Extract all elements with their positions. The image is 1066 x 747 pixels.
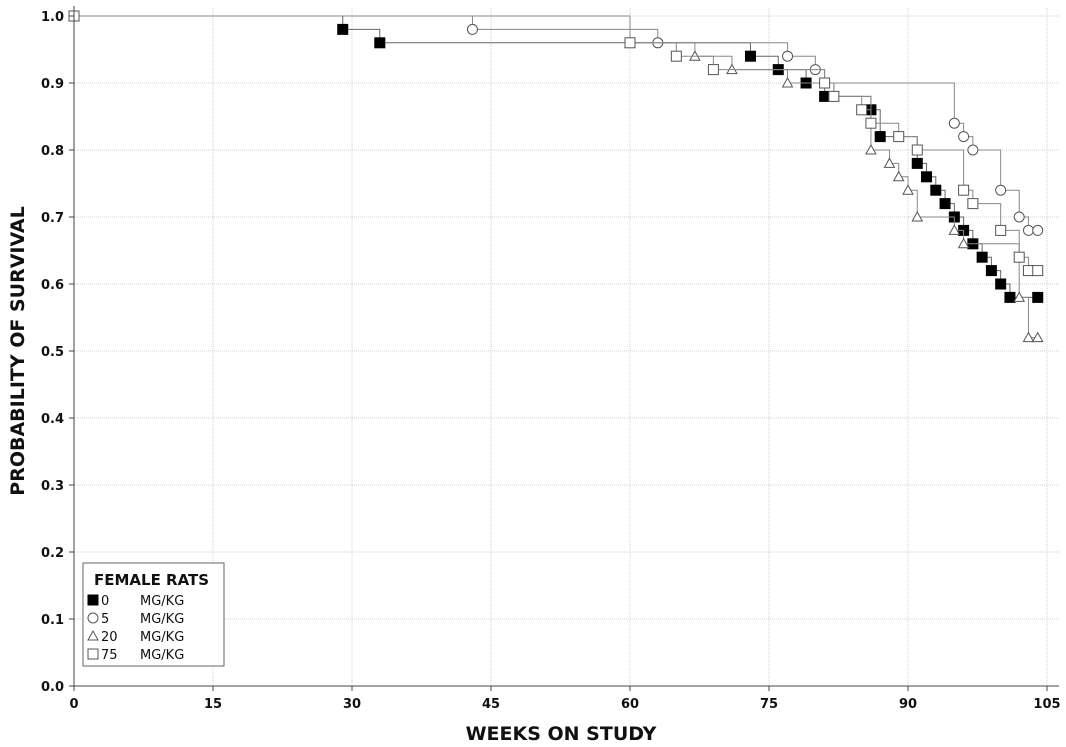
legend: FEMALE RATS 0 MG/KG 5 MG/KG 20 MG/KG 75 MG/KG	[82, 562, 225, 667]
data-point	[976, 251, 988, 263]
data-point	[707, 64, 719, 76]
data-point	[819, 77, 831, 89]
y-tick-label: 0.1	[41, 613, 64, 628]
x-tick-label: 30	[343, 697, 361, 712]
data-point	[995, 278, 1007, 290]
series-layer	[68, 9, 1044, 343]
legend-box	[82, 562, 225, 667]
x-tick-label: 0	[69, 697, 78, 712]
data-point	[985, 265, 997, 277]
series-filled-square	[68, 10, 1044, 303]
y-tick-label: 0.8	[41, 144, 64, 159]
data-point	[893, 131, 905, 143]
data-point	[883, 157, 896, 168]
data-point	[958, 131, 970, 143]
data-point	[819, 90, 831, 102]
legend-unit: MG/KG	[140, 612, 184, 627]
data-point	[939, 198, 951, 210]
data-point	[337, 23, 349, 35]
data-point	[624, 37, 636, 49]
legend-dose: 20	[101, 630, 118, 645]
data-point	[958, 184, 970, 196]
y-tick-label: 0.9	[41, 77, 64, 92]
legend-dose: 75	[101, 648, 118, 663]
x-tick-label: 90	[899, 697, 917, 712]
data-point	[782, 50, 794, 62]
series-open-square	[68, 10, 1044, 277]
data-point	[911, 210, 924, 222]
data-point	[865, 117, 877, 129]
data-point	[892, 170, 905, 182]
data-point	[1013, 291, 1026, 302]
legend-marker	[87, 648, 99, 660]
data-point	[466, 23, 478, 35]
series-line	[74, 15, 1038, 272]
y-tick-label: 0.0	[41, 680, 64, 695]
series-open-triangle	[68, 9, 1044, 343]
data-point	[967, 144, 979, 156]
data-point	[1022, 265, 1034, 277]
y-tick-label: 0.4	[41, 412, 64, 427]
data-point	[995, 224, 1007, 236]
data-point	[1013, 251, 1025, 263]
y-tick-label: 1.0	[41, 10, 64, 25]
x-tick-label: 15	[204, 697, 222, 712]
legend-marker	[87, 612, 99, 624]
data-point	[744, 50, 756, 62]
data-point	[902, 184, 914, 195]
data-point	[828, 90, 840, 102]
data-point	[1013, 211, 1025, 223]
data-point	[911, 157, 923, 169]
data-point	[856, 104, 868, 116]
y-axis-title: PROBABILITY OF SURVIVAL	[7, 206, 29, 495]
x-tick-label: 105	[1033, 697, 1060, 712]
axes	[69, 6, 1059, 691]
y-tick-label: 0.7	[41, 211, 64, 226]
data-point	[1031, 331, 1044, 343]
data-point	[911, 144, 923, 156]
data-point	[957, 237, 970, 249]
y-tick-label: 0.5	[41, 345, 64, 360]
data-point	[670, 50, 682, 62]
y-tick-label: 0.2	[41, 546, 64, 561]
series-line	[74, 15, 1038, 339]
legend-unit: MG/KG	[140, 594, 184, 609]
data-point	[781, 76, 794, 88]
legend-dose: 5	[101, 612, 109, 627]
data-point	[930, 184, 942, 196]
series-line	[74, 15, 1038, 298]
legend-unit: MG/KG	[140, 648, 184, 663]
data-point	[1032, 265, 1044, 277]
legend-dose: 0	[101, 594, 109, 609]
data-point	[1004, 291, 1016, 303]
x-tick-label: 45	[482, 697, 500, 712]
data-point	[967, 198, 979, 210]
data-point	[865, 143, 877, 155]
x-tick-label: 60	[621, 697, 639, 712]
x-axis-title: WEEKS ON STUDY	[466, 723, 657, 745]
legend-unit: MG/KG	[140, 630, 184, 645]
data-point	[948, 224, 961, 235]
y-tick-label: 0.3	[41, 479, 64, 494]
data-point	[374, 37, 386, 49]
y-tick-label: 0.6	[41, 278, 64, 293]
grid	[73, 8, 1059, 687]
x-tick-label: 75	[760, 697, 778, 712]
data-point	[1022, 331, 1035, 343]
data-point	[1032, 291, 1044, 303]
legend-entries: 0 MG/KG 5 MG/KG 20 MG/KG 75 MG/KG	[87, 594, 184, 663]
data-point	[995, 184, 1007, 196]
data-point	[874, 131, 886, 143]
legend-marker	[87, 594, 99, 606]
legend-title: FEMALE RATS	[94, 571, 209, 589]
tick-labels: 0 15 30 45 60 75 90 105 0.0 0.1 0.2 0.3 0.4 0.5 0.6 0.7…	[41, 10, 1061, 712]
data-point	[921, 171, 933, 183]
data-point	[1022, 224, 1034, 236]
data-point	[1032, 224, 1044, 236]
data-point	[948, 117, 960, 129]
legend-marker	[87, 629, 99, 641]
